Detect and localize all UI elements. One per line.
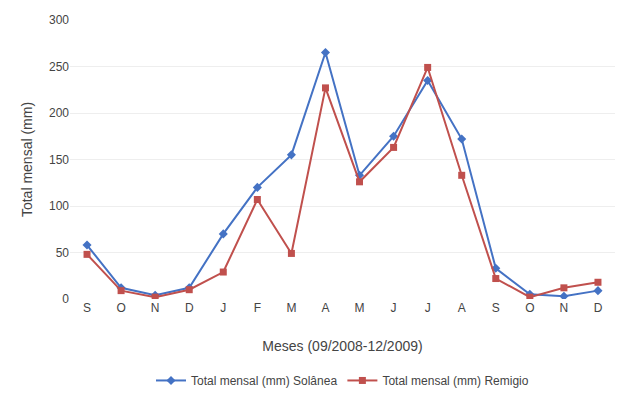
svg-text:0: 0: [62, 292, 69, 306]
svg-text:Total mensal (mm): Total mensal (mm): [19, 102, 35, 217]
svg-text:Total mensal (mm) Remigio: Total mensal (mm) Remigio: [382, 374, 528, 388]
svg-text:A: A: [458, 301, 466, 315]
svg-text:200: 200: [49, 106, 69, 120]
svg-text:D: D: [185, 301, 194, 315]
svg-text:M: M: [355, 301, 365, 315]
svg-text:A: A: [321, 301, 329, 315]
svg-text:50: 50: [56, 246, 70, 260]
svg-text:Total mensal (mm) Solânea: Total mensal (mm) Solânea: [191, 374, 337, 388]
svg-text:Meses (09/2008-12/2009): Meses (09/2008-12/2009): [262, 338, 422, 354]
svg-text:F: F: [254, 301, 261, 315]
svg-text:J: J: [425, 301, 431, 315]
svg-text:S: S: [492, 301, 500, 315]
svg-text:100: 100: [49, 199, 69, 213]
svg-text:N: N: [151, 301, 160, 315]
svg-text:O: O: [116, 301, 125, 315]
svg-text:300: 300: [49, 13, 69, 27]
svg-text:D: D: [594, 301, 603, 315]
svg-text:J: J: [220, 301, 226, 315]
svg-text:150: 150: [49, 153, 69, 167]
svg-text:J: J: [391, 301, 397, 315]
svg-text:N: N: [560, 301, 569, 315]
svg-text:O: O: [525, 301, 534, 315]
svg-text:M: M: [286, 301, 296, 315]
svg-text:S: S: [83, 301, 91, 315]
svg-text:250: 250: [49, 60, 69, 74]
